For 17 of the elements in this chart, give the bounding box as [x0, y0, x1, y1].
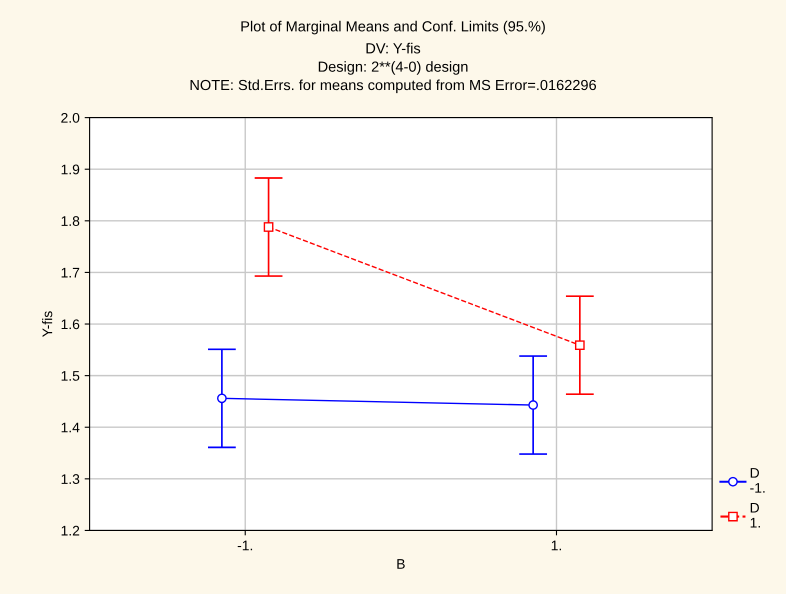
y-tick-label: 1.2	[62, 526, 80, 536]
x-tick-label: -1.	[238, 540, 252, 550]
y-tick-label: 1.7	[62, 268, 80, 278]
y-tick-label: 1.6	[62, 319, 80, 330]
y-tick-label: 1.8	[62, 216, 80, 226]
y-axis-title: Y-fis	[42, 311, 52, 337]
chart-title: Plot of Marginal Means and Conf. Limits (95.%)	[241, 20, 545, 34]
x-tick-label: 1.	[552, 540, 562, 550]
y-tick-label: 2.0	[61, 112, 80, 123]
y-tick-label: 1.5	[62, 371, 80, 381]
y-tick-label: 1.3	[62, 474, 80, 484]
y-tick-label: 1.9	[62, 164, 80, 174]
legend-label: D -1.	[750, 468, 765, 493]
legend-label: D 1.	[750, 502, 760, 528]
y-tick-label: 1.4	[62, 422, 80, 432]
x-axis-title: B	[397, 559, 405, 569]
chart-subtitle: DV: Y-fis Design: 2**(4-0) design NOTE: Std.Errs. for means computed from MS Error=.0162296	[190, 42, 596, 94]
